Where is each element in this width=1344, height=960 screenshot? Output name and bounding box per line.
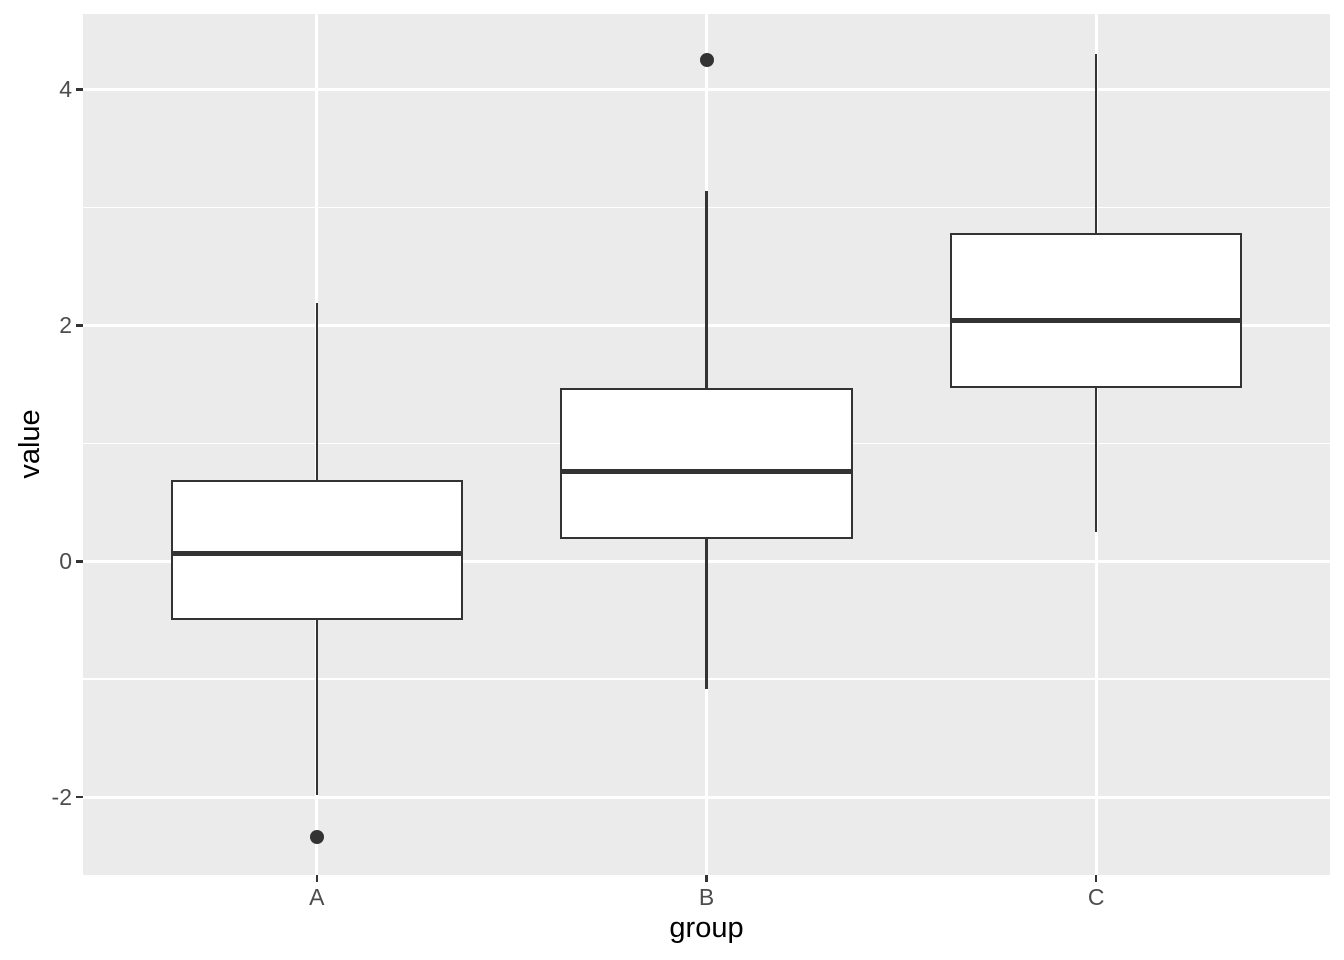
x-axis-tick-label: B: [698, 884, 715, 910]
x-axis-tick-mark: [315, 875, 319, 882]
y-axis-tick-mark: [76, 560, 83, 563]
x-axis-tick-mark: [1094, 875, 1098, 882]
x-axis-tick-label: C: [1087, 884, 1105, 910]
y-axis-tick-mark: [76, 88, 83, 91]
y-axis-tick-label: -2: [51, 784, 72, 811]
x-axis-title: group: [669, 912, 744, 944]
y-axis-tick-label: 2: [59, 312, 72, 339]
plot-panel: [83, 14, 1330, 875]
y-axis-title: value: [14, 409, 46, 479]
x-axis-tick-mark: [705, 875, 708, 882]
y-axis-tick-mark: [76, 795, 83, 799]
y-axis-tick-label: 4: [59, 76, 72, 103]
y-axis-tick-mark: [76, 324, 83, 327]
y-axis-tick-label: 0: [59, 548, 72, 575]
x-axis-tick-label: A: [309, 884, 325, 910]
